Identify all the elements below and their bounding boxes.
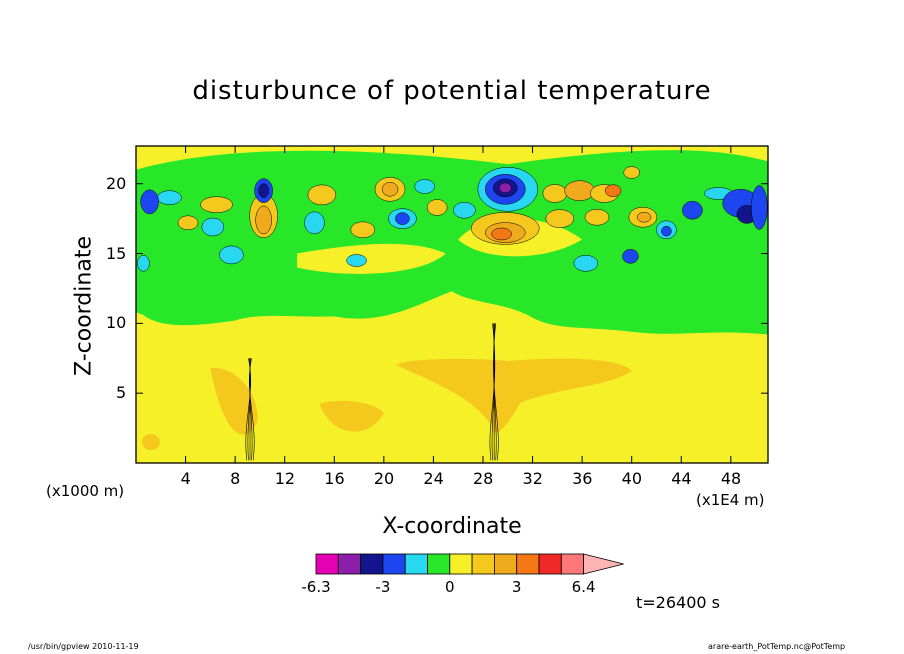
y-tick-label: 15: [106, 243, 127, 263]
field-yellow-patch: [297, 243, 446, 274]
chart-title: disturbunce of potential temperature: [192, 76, 712, 106]
convective-tower-contour: [493, 323, 499, 461]
colorbar-label: 0: [445, 578, 455, 596]
field-disturbance-cell: [682, 200, 703, 220]
colorbar-label: 6.4: [571, 578, 596, 596]
x-tick-label: 36: [572, 469, 593, 488]
colorbar-swatch: [471, 553, 495, 575]
field-disturbance-cell: [177, 215, 199, 231]
field-disturbance-cell: [350, 221, 376, 239]
plot-frame: [135, 145, 769, 464]
colorbar-label: -6.3: [301, 578, 331, 596]
field-disturbance-cell: [304, 211, 325, 235]
x-tick-label: 12: [274, 469, 296, 488]
field-disturbance-cell: [140, 189, 159, 215]
field-disturbance-cell: [381, 182, 399, 197]
colorbar-swatch: [449, 553, 473, 575]
field-orange-patch: [141, 434, 160, 451]
field-disturbance-cell: [623, 166, 640, 179]
colorbar-swatch: [516, 553, 540, 575]
field-disturbance-cell: [201, 217, 225, 237]
field-disturbance-cell: [346, 254, 367, 267]
field-disturbance-cell: [604, 184, 622, 197]
x-tick-label: 4: [180, 469, 191, 488]
field-disturbance-cell: [751, 185, 768, 230]
y-tick-label: 10: [106, 313, 127, 333]
field-disturbance-cell: [564, 180, 595, 201]
colorbar-swatch: [315, 553, 339, 575]
field-orange-patch: [319, 400, 384, 432]
x-tick-label: 24: [423, 469, 444, 488]
field-orange-band: [396, 358, 632, 432]
field-disturbance-cell: [491, 227, 512, 241]
field-disturbance-cell: [622, 249, 639, 264]
x-tick-label: 20: [373, 469, 395, 488]
field-disturbance-cell: [542, 184, 568, 203]
field-disturbance-cell: [255, 205, 272, 235]
time-label: t=26400 s: [636, 593, 720, 612]
field-disturbance-cell: [453, 201, 476, 219]
field-yellow-top: [136, 146, 768, 170]
colorbar-extension: [583, 553, 624, 575]
colorbar-swatch: [404, 553, 428, 575]
x-unit-left: (x1000 m): [46, 482, 125, 500]
footer-left: /usr/bin/gpview 2010-11-19: [28, 642, 139, 651]
field-disturbance-cell: [573, 255, 599, 272]
y-axis-label: Z-coordinate: [71, 236, 97, 376]
y-tick-label: 20: [106, 173, 127, 193]
field-disturbance-cell: [137, 255, 150, 272]
colorbar-swatch: [382, 553, 406, 575]
field-disturbance-cell: [545, 209, 575, 228]
x-tick-label: 48: [720, 469, 742, 488]
field-disturbance-cell: [499, 182, 512, 194]
footer-right: arare-earth_PotTemp.nc@PotTemp: [708, 642, 846, 651]
field-disturbance-cell: [307, 184, 337, 206]
x-axis-label: X-coordinate: [382, 514, 522, 539]
field-disturbance-cell: [661, 225, 672, 237]
field-disturbance-cell: [258, 183, 269, 198]
colorbar-swatch: [560, 553, 584, 575]
colorbar-swatch: [427, 553, 451, 575]
field-disturbance-cell: [157, 190, 182, 205]
field-disturbance-cell: [395, 212, 410, 225]
x-tick-label: 8: [230, 469, 241, 488]
field-disturbance-cell: [426, 199, 448, 216]
colorbar-label: 3: [511, 578, 522, 596]
field-orange-patch: [210, 367, 258, 435]
x-tick-label: 44: [671, 469, 692, 488]
colorbar-swatch: [360, 553, 384, 575]
convective-tower-contour: [249, 358, 255, 461]
field-disturbance-cell: [414, 179, 435, 194]
x-tick-label: 40: [621, 469, 643, 488]
y-tick-label: 5: [116, 383, 127, 403]
colorbar-label: -3: [375, 578, 391, 596]
colorbar-swatch: [493, 553, 518, 575]
x-unit-right: (x1E4 m): [696, 491, 765, 509]
x-tick-label: 28: [472, 469, 494, 488]
field-disturbance-cell: [219, 245, 244, 265]
field-disturbance-cell: [584, 208, 610, 226]
x-tick-label: 16: [324, 469, 345, 488]
field-disturbance-cell: [636, 211, 652, 223]
field-disturbance-cell: [200, 196, 233, 213]
colorbar-swatch: [337, 553, 361, 575]
colorbar-swatch: [538, 553, 562, 575]
x-tick-label: 32: [522, 469, 543, 488]
